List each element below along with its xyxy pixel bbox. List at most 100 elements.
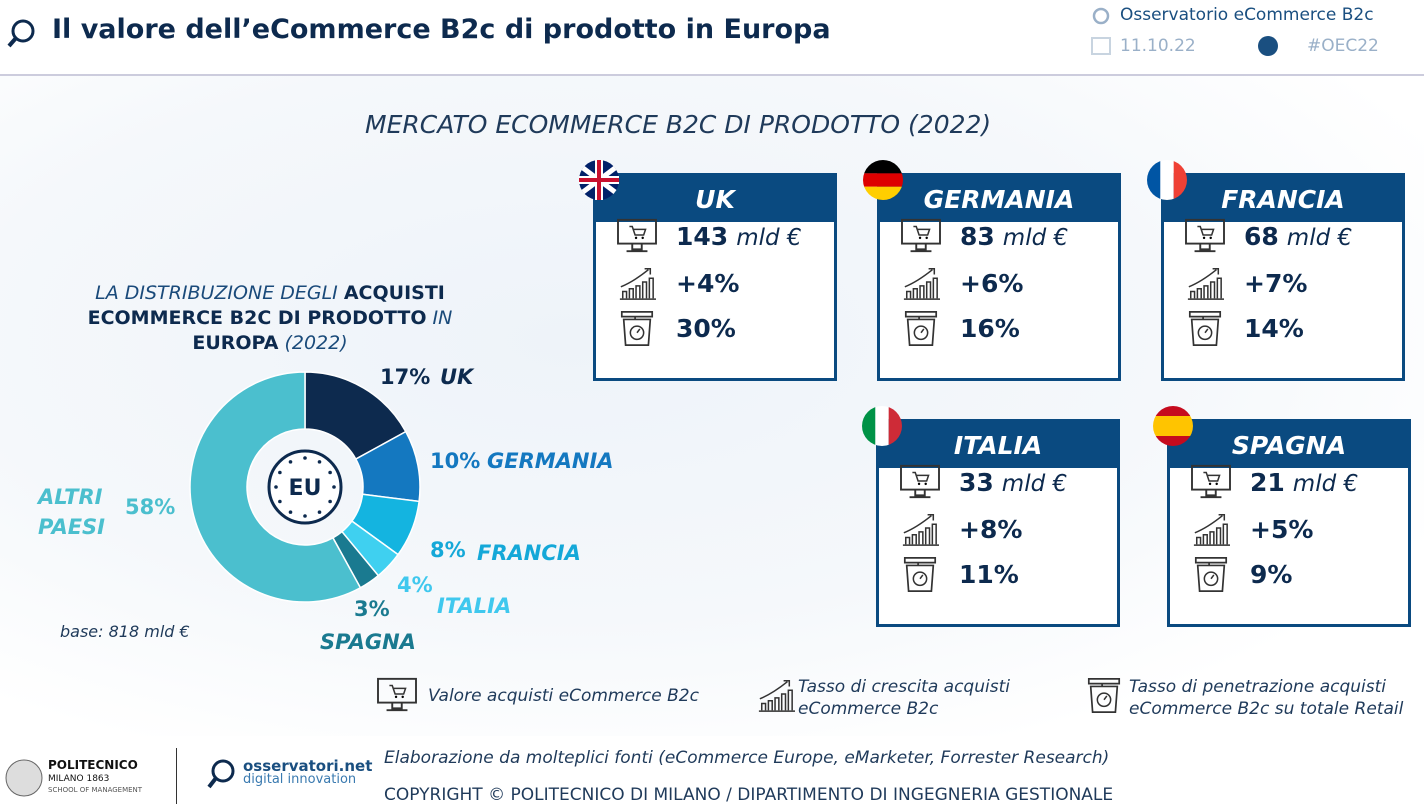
card-row: 21 mld € [1190,462,1358,502]
country-card: ITALIA 33 mld € +8% 11% [876,419,1120,627]
pie-title-part: IN [426,307,453,329]
icon [905,558,935,591]
card-text: 16% [960,314,1020,343]
card-icon [899,555,941,593]
country-card: FRANCIA 68 mld € +7% 14% [1161,173,1405,381]
card-value: 11% [959,559,1019,589]
slice-value-label: 8% [430,538,466,562]
pie-title-part: LA DISTRIBUZIONE DEGLI [95,282,344,304]
card-value: 14% [1244,313,1304,343]
slice-value-label: 10% [430,449,481,473]
eu-star [278,499,282,504]
card-unit: mld € [736,224,802,251]
slice-category-label: ALTRI PAESI [38,485,105,539]
card-header: SPAGNA [1170,422,1408,468]
card-header: ITALIA [879,422,1117,468]
card-icon [1184,217,1226,255]
card-icon [899,463,941,501]
icon [902,220,940,251]
flag-stripe [1173,160,1187,200]
card-icon [1190,463,1232,501]
flag-stripe [863,186,903,200]
card-icon [900,217,942,255]
flag-stripe [888,406,902,446]
country-card: SPAGNA 21 mld € +5% 9% [1167,419,1411,627]
card-icon [1184,264,1226,302]
market-title: MERCATO ECOMMERCE B2C DI PRODOTTO (2022) [365,110,992,139]
card-row: 14% [1184,308,1304,348]
flag-stripe [1153,406,1193,416]
card-text: 30% [676,314,736,343]
card-icon [900,264,942,302]
icon [1089,679,1119,712]
pie-title: LA DISTRIBUZIONE DEGLI ACQUISTI ECOMMERC… [60,281,480,356]
card-value: +5% [1250,514,1314,544]
pie-title-part: EUROPA [192,332,279,354]
flag [1153,406,1193,446]
logo2-line: digital innovation [243,772,357,787]
card-value: +7% [1244,268,1308,298]
eu-star [328,470,332,475]
header-hashtag: #OEC22 [1307,36,1379,56]
card-header: FRANCIA [1164,176,1402,222]
slice-category-label: UK [440,365,474,389]
eu-star [303,456,307,460]
card-row: 33 mld € [899,462,1067,502]
card-value: 16% [960,313,1020,343]
card-text: 14% [1244,314,1304,343]
header-date: 11.10.22 [1120,36,1196,56]
eu-label: EU [289,476,322,501]
icon [1186,220,1224,251]
eu-star [332,485,336,489]
flag-stripe [863,173,903,187]
flag [579,160,619,200]
card-value: 83 [960,221,995,251]
card-row: 30% [616,308,736,348]
pie-title-part: ACQUISTI ECOMMERCE B2C DI PRODOTTO [87,282,445,329]
card-icon [1190,555,1232,593]
icon [759,681,795,711]
slice-value-label: 4% [397,573,433,597]
card-header: GERMANIA [880,176,1118,222]
card-value: 68 [1244,221,1279,251]
header-icons [1091,7,1278,56]
card-value: 21 [1250,467,1285,497]
card-text: +8% [959,515,1022,544]
card-text: 83 mld € [960,222,1068,251]
card-value: +6% [960,268,1024,298]
eu-star [288,460,293,464]
card-row: 143 mld € [616,216,802,256]
logo2-icon [207,759,235,789]
card-text: +6% [960,269,1023,298]
flag-stripe [1153,416,1193,436]
card-row: +4% [616,263,739,303]
legend-icon [755,676,797,714]
country-card: GERMANIA 83 mld € +6% 16% [877,173,1121,381]
card-value: 33 [959,467,994,497]
card-unit: mld € [1286,224,1353,251]
flag-stripe [875,406,889,446]
slice-category-label: GERMANIA [487,449,614,473]
legend-icon [376,676,418,714]
flag-stripe [862,406,876,446]
legend-text: Valore acquisti eCommerce B2c [428,686,699,706]
card-icon [899,510,941,548]
card-text: 68 mld € [1244,222,1352,251]
eu-star [317,510,322,514]
flag [862,406,902,446]
card-value: +4% [676,268,740,298]
card-value: 9% [1250,559,1293,589]
flag [863,160,903,200]
eu-ring [267,449,343,525]
card-text: 21 mld € [1250,468,1358,497]
icon [378,679,416,710]
eu-star [288,510,293,514]
eu-star [317,460,322,464]
legend-text: Tasso di crescita acquisti eCommerce B2c [798,677,1010,719]
footer-copyright: COPYRIGHT © POLITECNICO DI MILANO / DIPA… [384,785,1114,805]
flag [1147,160,1187,200]
icon [904,269,940,299]
eu-star [274,485,278,489]
donut-chart: EU [189,371,421,603]
flag-stripe [863,160,903,174]
